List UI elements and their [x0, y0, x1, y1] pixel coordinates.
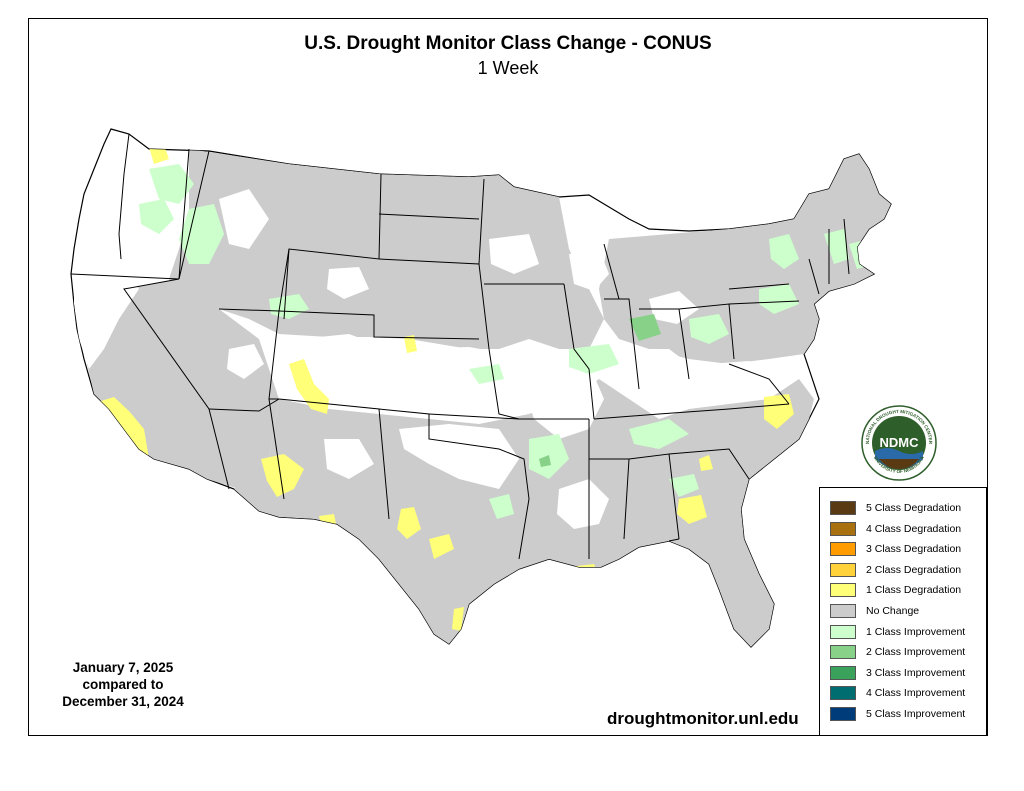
one-class-improvement-areas — [139, 164, 874, 519]
legend-item: 1 Class Improvement — [830, 624, 965, 640]
legend: 5 Class Degradation 4 Class Degradation 3 … — [819, 487, 987, 736]
date-comparison: January 7, 2025 compared to December 31,… — [43, 659, 203, 710]
legend-item: 4 Class Improvement — [830, 685, 965, 701]
legend-label: 1 Class Improvement — [866, 625, 966, 638]
legend-label: 3 Class Degradation — [866, 543, 962, 556]
ndmc-logo: NDMC NATIONAL DROUGHT MITIGATION CENTER … — [861, 405, 937, 481]
current-date: January 7, 2025 — [72, 660, 174, 675]
legend-item: 4 Class Degradation — [830, 521, 961, 537]
map-frame: U.S. Drought Monitor Class Change - CONU… — [28, 18, 988, 736]
conus-map — [70, 128, 892, 648]
legend-swatch — [830, 665, 856, 680]
no-drought-areas — [74, 189, 769, 529]
state-borders — [70, 133, 850, 560]
legend-label: 1 Class Degradation — [866, 584, 962, 597]
legend-swatch — [830, 707, 856, 721]
legend-swatch — [830, 501, 856, 515]
legend-label: 2 Class Degradation — [866, 563, 962, 576]
legend-label: No Change — [866, 605, 920, 617]
legend-label: 5 Class Degradation — [866, 502, 962, 514]
legend-item: 2 Class Degradation — [830, 562, 961, 578]
legend-item: 3 Class Improvement — [830, 665, 965, 681]
legend-item: 2 Class Improvement — [830, 644, 965, 660]
legend-label: 2 Class Improvement — [866, 646, 966, 659]
legend-item: 5 Class Degradation — [830, 500, 961, 516]
map-title: U.S. Drought Monitor Class Change - CONU… — [304, 33, 712, 54]
map-subtitle: 1 Week — [477, 58, 539, 78]
compared-to-label: compared to — [82, 677, 164, 692]
legend-swatch — [830, 604, 856, 618]
legend-label: 5 Class Improvement — [866, 708, 966, 720]
legend-item: 5 Class Improvement — [830, 706, 965, 722]
change-areas — [74, 145, 891, 647]
legend-swatch — [830, 645, 856, 660]
previous-date: December 31, 2024 — [62, 694, 184, 709]
legend-label: 4 Class Degradation — [866, 522, 962, 535]
legend-item: No Change — [830, 603, 919, 619]
two-class-improvement-areas — [539, 314, 661, 467]
ndmc-logo-text: NDMC — [880, 435, 920, 450]
legend-label: 4 Class Improvement — [866, 687, 966, 700]
legend-item: 3 Class Degradation — [830, 541, 961, 557]
legend-swatch — [830, 624, 856, 639]
legend-swatch — [830, 562, 856, 577]
legend-item: 1 Class Degradation — [830, 582, 961, 598]
legend-label: 3 Class Improvement — [866, 666, 966, 679]
website-url: droughtmonitor.unl.edu — [607, 709, 799, 728]
legend-swatch — [830, 542, 856, 557]
legend-swatch — [830, 686, 856, 701]
legend-swatch — [830, 583, 856, 598]
legend-swatch — [830, 521, 856, 536]
